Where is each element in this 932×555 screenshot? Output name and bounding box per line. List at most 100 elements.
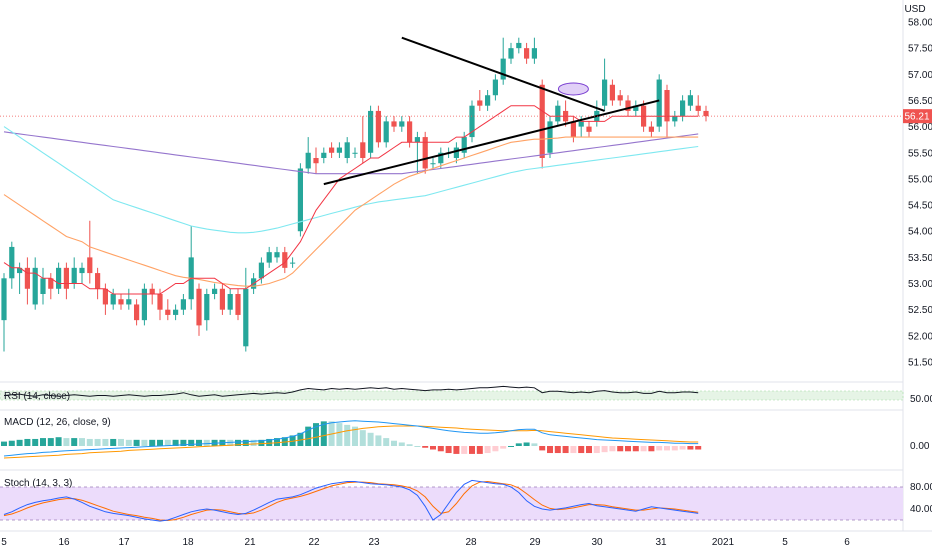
candle-body [547, 121, 553, 153]
candle-body [32, 267, 38, 305]
macd-histogram-bar [47, 438, 54, 446]
macd-histogram-bar [523, 442, 530, 446]
candle-body [282, 252, 288, 268]
candle-body [157, 294, 163, 310]
time-tick-label: 30 [591, 537, 603, 548]
time-tick-label: 6 [844, 537, 850, 548]
macd-histogram-bar [359, 430, 366, 446]
macd-histogram-bar [484, 446, 491, 454]
price-tick-label: 55.00 [908, 174, 932, 185]
candle-body [438, 152, 444, 164]
price-tick-label: 52.50 [908, 305, 932, 316]
last-price-value: 56.21 [904, 112, 929, 123]
macd-histogram-bar [227, 439, 234, 446]
macd-histogram-bar [63, 438, 70, 446]
time-tick-label: 2021 [712, 537, 735, 548]
macd-histogram-bar [414, 446, 421, 447]
candle-body [492, 79, 498, 96]
macd-histogram-bar [539, 446, 546, 451]
candle-body [391, 121, 397, 127]
ma-purple-line [3, 131, 699, 175]
candle-body [539, 84, 545, 158]
candle-body [212, 288, 218, 294]
candle-body [422, 137, 428, 169]
macd-histogram-bar [625, 446, 631, 452]
time-tick-label: 18 [182, 537, 194, 548]
macd-histogram-bar [24, 438, 31, 446]
candle-body [703, 110, 709, 117]
candle-body [578, 121, 584, 127]
macd-histogram-bar [578, 446, 585, 454]
macd-histogram-bar [687, 446, 694, 450]
candle-body [336, 147, 342, 153]
candle-body [258, 262, 264, 279]
candle-body [430, 163, 436, 165]
macd-histogram-bar [469, 446, 475, 454]
stoch-band [0, 487, 903, 520]
price-tick-label: 57.50 [908, 44, 932, 55]
macd-histogram-bar [461, 446, 468, 454]
candle-body [227, 294, 233, 310]
candle-body [329, 147, 335, 153]
candle-body [243, 288, 249, 347]
candle-body [602, 79, 608, 106]
macd-histogram-bar [125, 439, 132, 446]
macd-histogram-bar [422, 446, 429, 448]
time-tick-label: 22 [308, 537, 320, 548]
candle-body [469, 105, 475, 138]
macd-histogram-bar [258, 439, 265, 446]
candle-body [672, 116, 678, 122]
time-tick-label: 5 [1, 537, 7, 548]
ma-orange-line [3, 136, 699, 287]
macd-line [3, 420, 699, 457]
macd-histogram-bar [16, 439, 23, 446]
candle-body [102, 288, 108, 305]
candle-body [531, 48, 537, 59]
candle-body [165, 309, 171, 315]
candle-body [477, 100, 483, 106]
macd-histogram-bar [102, 438, 109, 446]
ellipse-marker [557, 82, 589, 96]
macd-histogram-bar [445, 446, 452, 454]
last-price-tag: 56.21 [0, 109, 932, 124]
candle-body [297, 168, 303, 232]
rsi-tick-50: 50.00 [910, 394, 932, 405]
macd-histogram-bar [531, 443, 538, 446]
candle-body [344, 142, 350, 158]
macd-histogram-bar [118, 438, 124, 446]
macd-histogram-bar [656, 446, 663, 451]
macd-histogram-bar [8, 440, 15, 446]
time-tick-label: 23 [368, 537, 380, 548]
candle-body [126, 299, 132, 305]
macd-histogram-bar [554, 446, 561, 454]
candle-body [500, 58, 506, 80]
trendline [323, 99, 660, 186]
macd-histogram-bar [406, 444, 413, 446]
candle-body [24, 267, 30, 289]
trendline [401, 36, 605, 112]
price-tick-label: 52.00 [908, 331, 932, 342]
drawing-layer[interactable] [323, 36, 660, 186]
moving-average-lines [3, 105, 699, 295]
candle-body [383, 121, 389, 143]
candle-body [173, 309, 179, 315]
price-tick-label: 54.00 [908, 227, 932, 238]
candle-body [235, 294, 241, 315]
candle-body [313, 158, 319, 164]
candle-body [305, 152, 311, 169]
macd-histogram-bar [601, 446, 608, 453]
macd-histogram-bar [94, 438, 101, 446]
macd-histogram-bar [188, 439, 195, 446]
ma-cyan-line [3, 126, 699, 234]
macd-histogram-bar [133, 439, 140, 446]
macd-histogram-bar [430, 446, 436, 450]
time-tick-label: 5 [782, 537, 788, 548]
macd-histogram-bar [266, 438, 273, 446]
candle-body [321, 152, 327, 158]
price-tick-label: 54.50 [908, 201, 932, 212]
macd-histogram-bar [203, 439, 210, 446]
macd-histogram-bar [640, 446, 647, 452]
rsi-line [3, 385, 699, 397]
macd-signal-line [3, 425, 699, 459]
